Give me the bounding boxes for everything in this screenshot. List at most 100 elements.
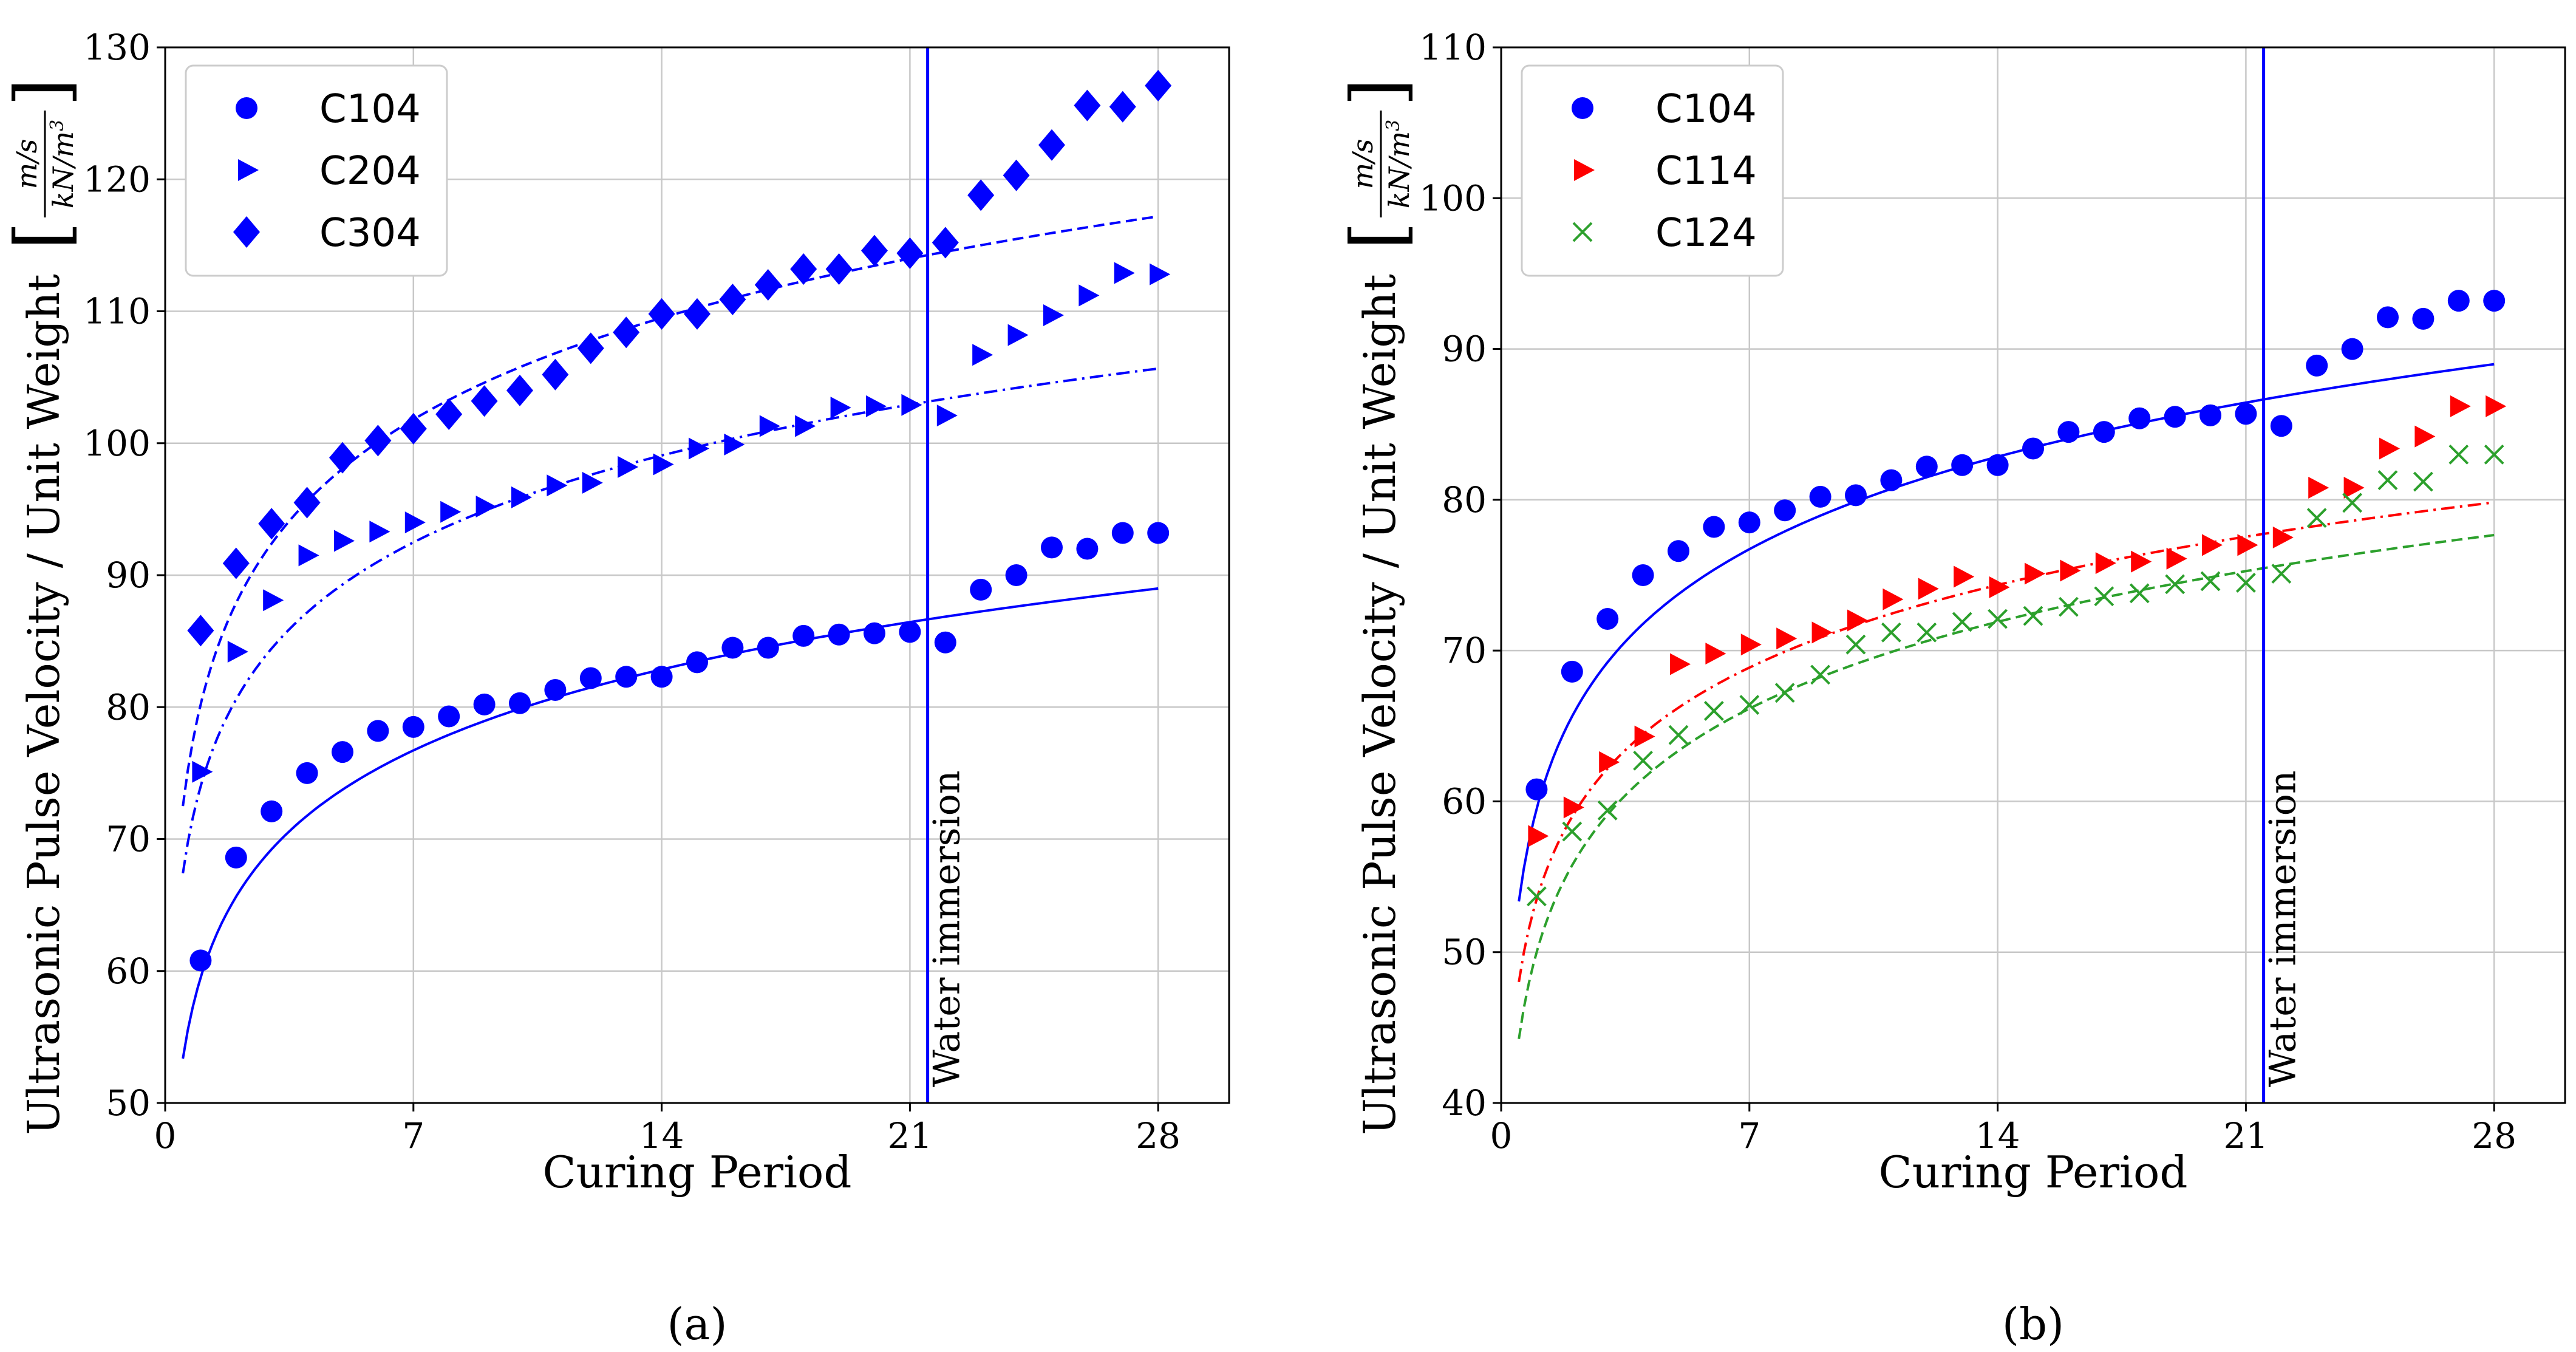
marker-c114-4 (1670, 653, 1691, 675)
marker-c204-22 (972, 344, 993, 366)
marker-c104-12 (615, 666, 638, 688)
marker-c104-14 (686, 651, 708, 674)
x-tick-label-3: 21 (2223, 1115, 2268, 1156)
marker-c304-5 (364, 425, 392, 457)
x-tick-label-0: 0 (154, 1115, 177, 1156)
x-tick-label-4: 28 (2472, 1115, 2516, 1156)
legend-marker-c104 (236, 97, 257, 119)
y-axis-unit-b: [ m/s kN/m3 ] (1336, 78, 1420, 250)
marker-c304-13 (648, 298, 675, 330)
water-immersion-label-a: Water immersion (926, 770, 969, 1087)
marker-c104-27 (2483, 290, 2506, 312)
marker-c114-8 (1811, 621, 1833, 644)
marker-c114-5 (1705, 643, 1726, 665)
marker-c204-6 (404, 511, 426, 534)
marker-c104-24 (2377, 306, 2399, 329)
marker-c304-11 (577, 332, 604, 364)
y-axis-label-a: Ultrasonic Pulse Velocity / Unit Weight (18, 274, 69, 1135)
panel-label-a: (a) (667, 1299, 727, 1350)
marker-c104-22 (2306, 354, 2328, 377)
marker-c304-15 (719, 283, 746, 315)
marker-c104-19 (864, 622, 885, 644)
marker-c204-3 (298, 544, 319, 567)
marker-c104-21 (2270, 415, 2292, 437)
marker-c124-9 (1845, 634, 1866, 655)
ticks-b: 0 7 14 21 28 40 50 60 70 80 90 100 110 (1419, 27, 2516, 1156)
marker-c304-12 (613, 316, 640, 349)
marker-c104-0 (1525, 778, 1548, 801)
y-tick-label-3: 70 (1442, 630, 1487, 671)
marker-c304-8 (471, 385, 498, 417)
fit-curve-c104 (182, 587, 1159, 1059)
marker-c104-10 (1880, 469, 1903, 491)
marker-c104-1 (1561, 660, 1583, 683)
marker-c204-4 (334, 530, 355, 552)
marker-c124-14 (2023, 606, 2043, 626)
fit-curve-c124 (1518, 534, 2495, 1039)
chart-panel-b: Water immersion 0 7 14 21 28 40 50 60 70 80 90 100 1… (1336, 27, 2566, 1350)
y-tick-label-2: 60 (1442, 780, 1487, 822)
marker-c124-26 (2448, 444, 2469, 465)
marker-c124-17 (2129, 583, 2150, 604)
y-axis-label-group-b: Ultrasonic Pulse Velocity / Unit Weight … (1336, 78, 1420, 1135)
marker-c204-20 (901, 394, 922, 416)
marker-c104-23 (2341, 338, 2363, 360)
marker-c204-17 (795, 415, 816, 437)
y-tick-label-1: 60 (106, 951, 151, 992)
marker-c204-11 (582, 471, 603, 494)
x-tick-label-1: 7 (1738, 1115, 1760, 1156)
marker-c204-19 (866, 395, 887, 417)
marker-c204-1 (227, 641, 248, 663)
y-axis-label-b: Ultrasonic Pulse Velocity / Unit Weight (1354, 274, 1405, 1135)
marker-c304-27 (1145, 70, 1172, 102)
marker-c104-23 (1005, 564, 1027, 586)
y-tick-label-1: 50 (1442, 932, 1487, 973)
y-tick-label-0: 40 (1442, 1082, 1487, 1124)
y-tick-label-7: 110 (1419, 27, 1487, 68)
marker-c124-21 (2271, 564, 2292, 584)
plot-frame-b (1500, 46, 2566, 1104)
y-axis-label-group-a: Ultrasonic Pulse Velocity / Unit Weight … (0, 78, 84, 1135)
legend-label-c304: C304 (319, 211, 421, 256)
marker-c104-19 (2199, 404, 2221, 426)
marker-c104-27 (1147, 522, 1170, 544)
marker-c124-16 (2094, 586, 2114, 607)
marker-c204-23 (1007, 324, 1029, 346)
unit-exponent-a: 3 (47, 120, 68, 131)
marker-c104-22 (970, 578, 992, 601)
y-tick-label-6: 100 (1419, 177, 1487, 219)
unit-bracket-close-a: ] (0, 78, 84, 107)
legend-items-a: C104 C204 C304 (233, 87, 421, 256)
marker-c124-8 (1810, 664, 1831, 685)
marker-c104-9 (509, 692, 531, 714)
unit-bracket-open-b: [ (1336, 222, 1420, 250)
x-tick-label-2: 14 (639, 1115, 684, 1156)
marker-c104-5 (367, 720, 389, 742)
marker-c104-20 (2235, 403, 2257, 425)
marker-c124-24 (2377, 470, 2398, 490)
marker-c114-7 (1776, 627, 1797, 650)
chart-panel-a: Water immersion 0 7 14 21 28 50 60 70 80 90 100 110… (0, 27, 1230, 1350)
y-tick-label-4: 80 (1442, 479, 1487, 521)
marker-c104-5 (1703, 516, 1725, 538)
marker-c104-0 (189, 949, 212, 972)
marker-c104-25 (1076, 538, 1099, 560)
marker-c124-19 (2200, 571, 2221, 592)
marker-c304-4 (329, 442, 356, 474)
marker-c124-3 (1633, 750, 1654, 771)
y-tick-label-4: 90 (106, 555, 151, 596)
marker-c304-18 (825, 253, 853, 285)
marker-c204-14 (689, 437, 709, 460)
legend-marker-c104 (1572, 97, 1593, 119)
marker-c204-15 (724, 433, 745, 456)
marker-c304-0 (187, 615, 214, 647)
marker-c114-26 (2450, 395, 2471, 417)
marker-c304-9 (506, 374, 533, 406)
marker-c104-18 (2164, 406, 2186, 428)
marker-c124-2 (1597, 800, 1618, 821)
marker-c124-0 (1526, 886, 1547, 907)
marker-c304-23 (1003, 159, 1030, 191)
marker-c304-7 (435, 398, 463, 430)
marker-c104-26 (2447, 290, 2470, 312)
marker-c204-7 (440, 500, 462, 523)
